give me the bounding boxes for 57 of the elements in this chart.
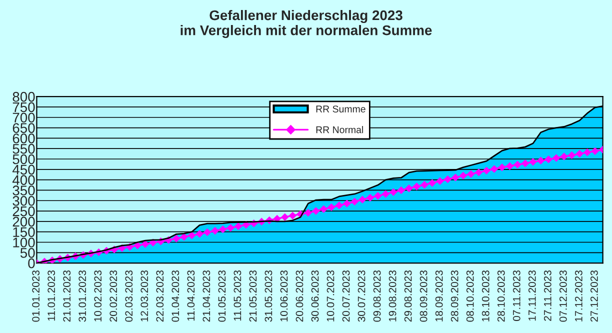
x-tick-label: 30.06.2023 <box>311 270 319 322</box>
x-tick-label: 17.12.2023 <box>574 270 582 322</box>
legend-label: RR Normal <box>316 126 363 134</box>
y-tick-label: 450 <box>12 164 35 175</box>
y-tick-label: 600 <box>12 134 35 144</box>
x-tick-label: 22.03.2023 <box>156 270 164 322</box>
x-tick-label: 01.05.2023 <box>218 270 226 322</box>
x-tick-label: 18.10.2023 <box>482 270 490 322</box>
x-tick-label: 31.05.2023 <box>264 270 272 322</box>
x-tick-label: 11.01.2023 <box>48 270 56 321</box>
x-tick-label: 08.09.2023 <box>420 270 428 322</box>
y-tick-label: 300 <box>12 196 35 206</box>
x-tick-label: 28.09.2023 <box>450 270 458 322</box>
x-tick-label: 27.11.2023 <box>544 270 552 321</box>
x-tick-label: 20.07.2023 <box>342 270 350 322</box>
x-tick-label: 02.03.2023 <box>125 270 133 322</box>
y-tick-label: 200 <box>12 216 35 227</box>
x-tick-label: 17.11.2023 <box>528 270 536 321</box>
x-tick-label: 11.05.2023 <box>234 270 242 321</box>
y-tick-label: 50 <box>20 248 35 258</box>
y-tick-label: 100 <box>13 238 35 248</box>
x-tick-label: 20.06.2023 <box>296 270 304 322</box>
y-tick-label: 750 <box>12 102 35 112</box>
legend-label: RR Summe <box>316 106 366 112</box>
chart-title: Gefallener Niederschlag 2023 im Vergleich mit der normalen Summe <box>180 10 432 38</box>
y-tick-label: 400 <box>12 175 35 185</box>
y-tick-label: 150 <box>13 227 35 238</box>
y-tick-label: 700 <box>12 112 35 123</box>
x-tick-label: 01.01.2023 <box>32 270 40 322</box>
x-tick-label: 21.05.2023 <box>249 270 257 322</box>
x-tick-label: 30.07.2023 <box>358 270 366 322</box>
x-tick-label: 07.12.2023 <box>559 270 567 322</box>
x-tick-label: 11.04.2023 <box>187 270 195 321</box>
x-tick-label: 20.02.2023 <box>110 270 118 322</box>
y-tick-label: 350 <box>12 186 35 196</box>
y-tick-label: 650 <box>12 123 35 133</box>
y-tick-label: 0 <box>28 258 35 268</box>
x-tick-label: 21.04.2023 <box>202 270 210 322</box>
y-tick-label: 800 <box>12 92 35 102</box>
x-tick-label: 09.08.2023 <box>373 270 381 322</box>
x-tick-label: 31.01.2023 <box>78 270 86 322</box>
x-tick-label: 18.09.2023 <box>435 270 443 322</box>
x-tick-label: 19.08.2023 <box>388 270 396 322</box>
x-tick-label: 28.10.2023 <box>497 270 505 322</box>
x-tick-label: 21.01.2023 <box>63 270 71 322</box>
x-tick-label: 29.08.2023 <box>404 270 412 322</box>
y-tick-label: 550 <box>12 144 35 154</box>
x-tick-label: 27.12.2023 <box>590 270 598 322</box>
x-tick-label: 10.06.2023 <box>280 270 288 322</box>
y-tick-label: 250 <box>12 206 35 216</box>
x-tick-label: 10.02.2023 <box>94 270 102 322</box>
y-tick-label: 500 <box>12 154 35 164</box>
x-tick-label: 10.07.2023 <box>326 270 334 322</box>
x-tick-label: 08.10.2023 <box>466 270 474 322</box>
x-tick-label: 07.11.2023 <box>512 270 520 321</box>
x-tick-label: 12.03.2023 <box>140 270 148 322</box>
x-tick-label: 01.04.2023 <box>172 270 180 322</box>
